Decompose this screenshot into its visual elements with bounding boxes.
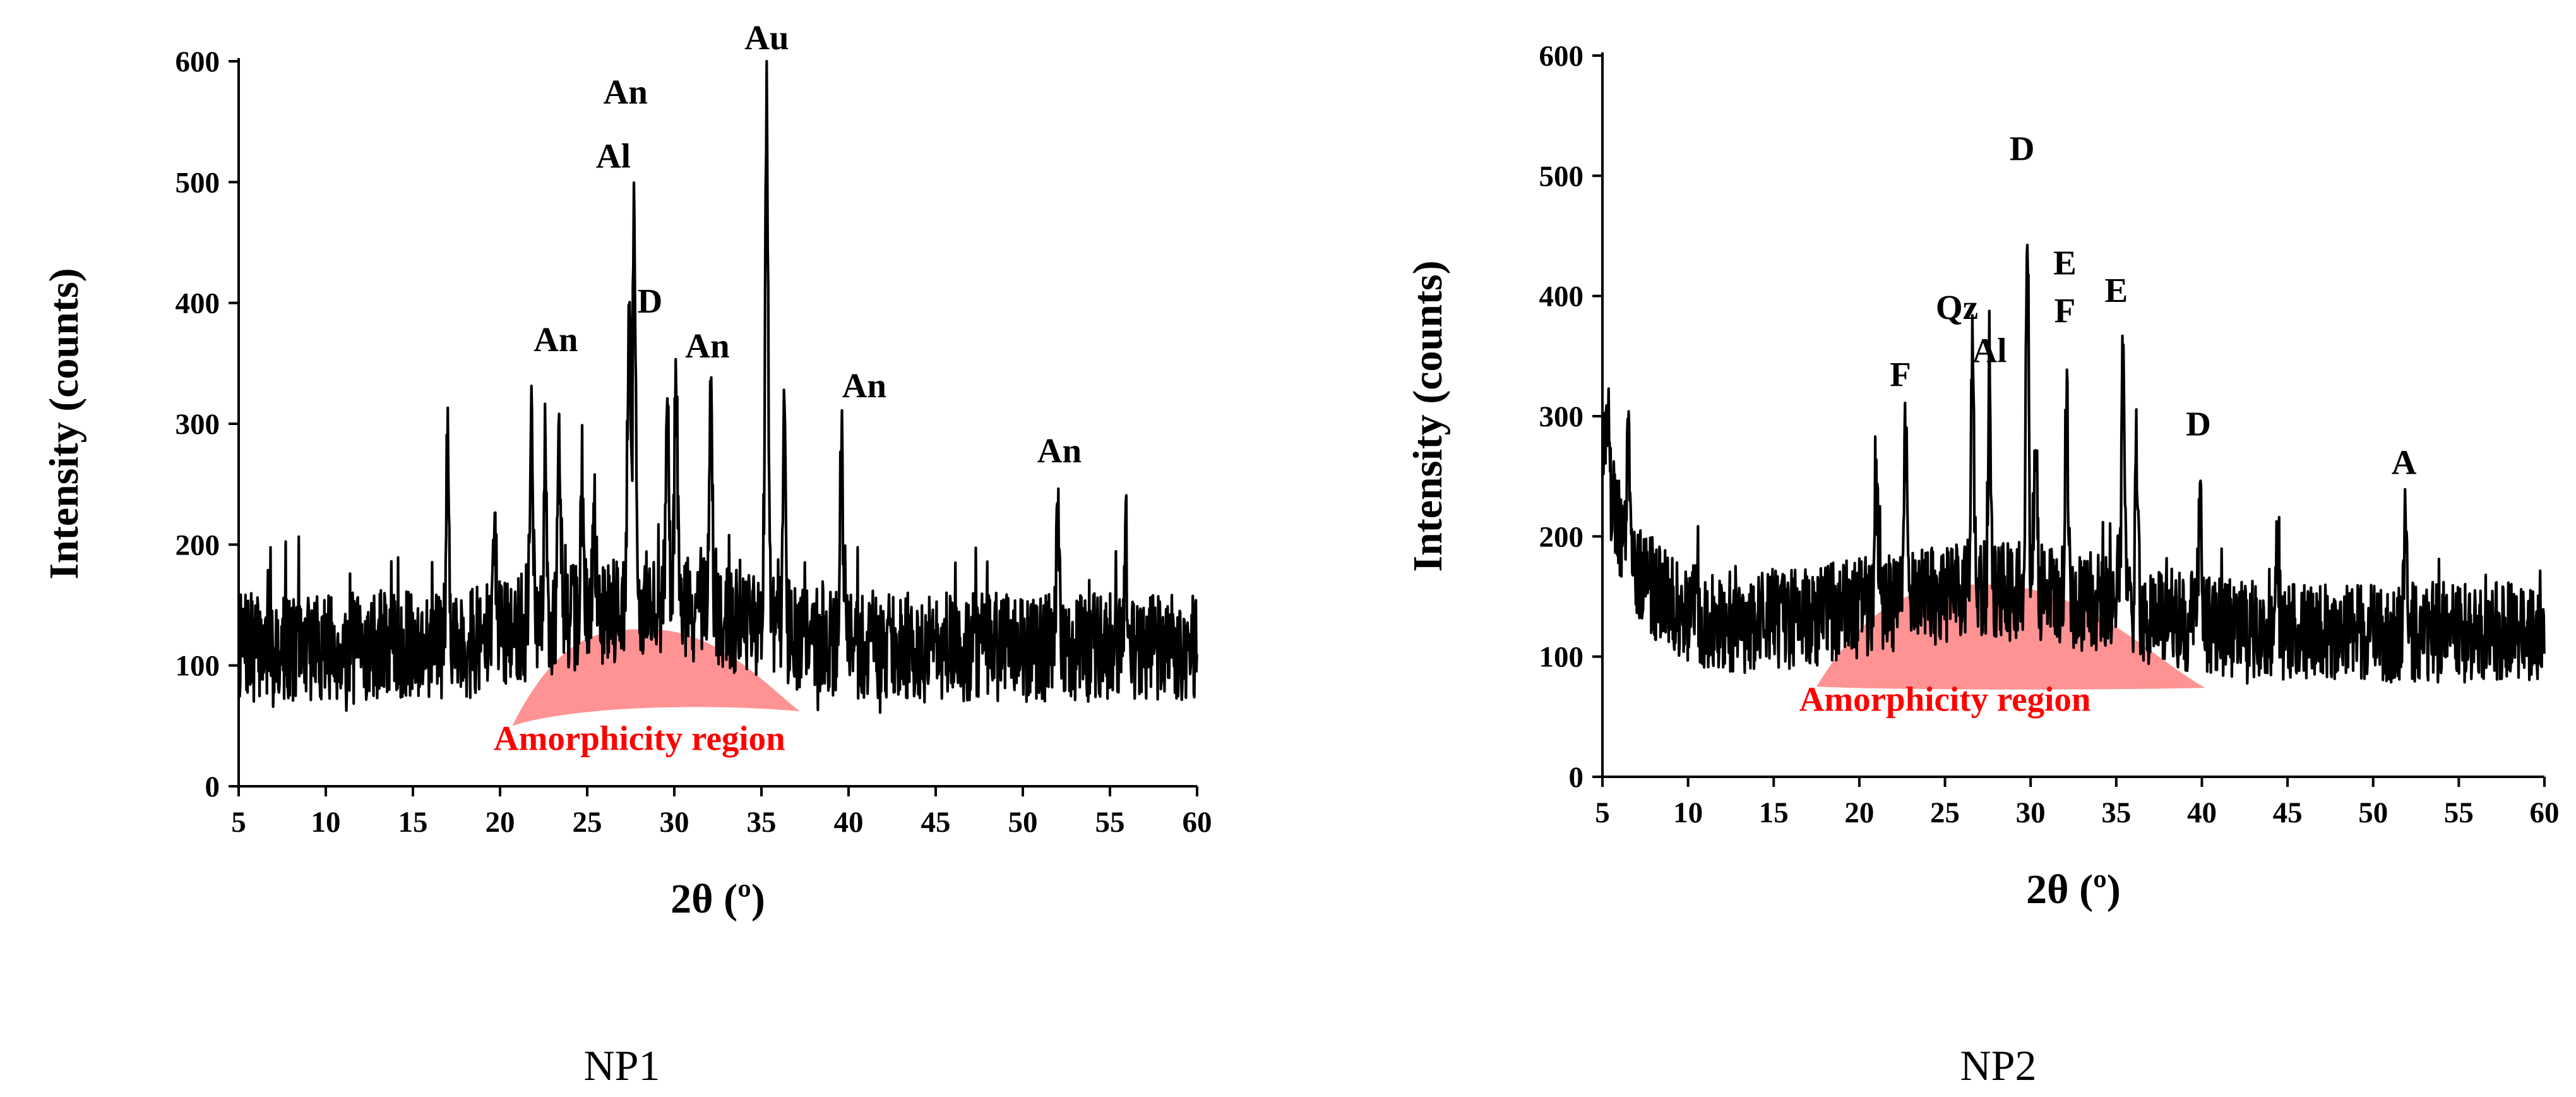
x-tick-label: 5	[1595, 796, 1610, 829]
chart-panel-np1: 0 100 200 300 400 500 600 5 10 15 20 25 30 35 40 45 50 55…	[41, 18, 1212, 1089]
peak-label: An	[685, 327, 729, 365]
x-tick-label: 30	[660, 806, 689, 839]
x-tick-label: 60	[1183, 806, 1212, 839]
y-tick-label: 600	[1539, 40, 1584, 73]
x-tick-label: 50	[2358, 796, 2388, 829]
y-tick-label: 0	[205, 770, 220, 803]
panel-caption: NP1	[584, 1041, 660, 1089]
amorphicity-region-label: Amorphicity region	[1799, 680, 2091, 718]
peak-label: An	[842, 366, 886, 405]
y-tick-label: 300	[1539, 400, 1584, 433]
peak-label: E	[2104, 271, 2128, 309]
y-tick-label: 100	[1539, 641, 1584, 674]
diffraction-trace	[1601, 243, 2546, 685]
y-axis-title: Intensity (counts)	[41, 268, 87, 579]
peak-label: D	[2010, 129, 2035, 168]
x-tick-label: 40	[834, 806, 864, 839]
x-tick-label: 35	[747, 806, 777, 839]
y-tick-label: 0	[1569, 761, 1584, 794]
peak-label: An	[1037, 431, 1082, 470]
x-axis-title: 2θ (º)	[671, 876, 765, 922]
y-tick-label: 600	[176, 45, 220, 78]
amorphicity-region-label: Amorphicity region	[494, 719, 785, 758]
x-tick-label: 10	[311, 806, 341, 839]
y-tick-label: 100	[176, 650, 220, 683]
peak-label: Qz	[1936, 288, 1978, 327]
peak-label: Al	[1972, 331, 2007, 369]
y-tick-label: 200	[176, 529, 220, 561]
panel-caption: NP2	[1960, 1041, 2037, 1089]
x-tick-label: 25	[1930, 796, 1960, 829]
x-tick-label: 20	[486, 806, 515, 839]
y-tick-label: 500	[176, 166, 220, 199]
x-tick-label: 60	[2530, 796, 2560, 829]
peak-label: F	[2054, 292, 2076, 330]
chart-panel-np2: 0 100 200 300 400 500 600 5 10 15 20 25 30 35 40 45 50 55…	[1405, 40, 2560, 1089]
peak-label: An	[534, 320, 578, 359]
x-tick-label: 20	[1844, 796, 1874, 829]
x-axis-title: 2θ (º)	[2026, 866, 2121, 913]
diffraction-trace	[237, 59, 1198, 714]
y-axis-title: Intensity (counts)	[1405, 260, 1451, 572]
amorphicity-region	[512, 629, 800, 726]
x-tick-label: 15	[1759, 796, 1789, 829]
y-tick-label: 400	[176, 287, 220, 320]
x-tick-label: 10	[1673, 796, 1703, 829]
x-tick-label: 15	[398, 806, 428, 839]
y-tick-label: 200	[1539, 520, 1584, 553]
x-tick-label: 5	[231, 806, 246, 839]
x-tick-label: 45	[2273, 796, 2303, 829]
x-tick-label: 45	[921, 806, 951, 839]
peak-label: F	[1890, 355, 1911, 393]
peak-label: D	[637, 282, 662, 320]
peak-label: A	[2392, 443, 2417, 481]
peak-label: Au	[744, 18, 789, 57]
y-tick-label: 400	[1539, 280, 1584, 313]
y-tick-label: 500	[1539, 160, 1584, 193]
peak-label: Al	[596, 136, 631, 175]
x-tick-label: 55	[2444, 796, 2474, 829]
x-tick-label: 25	[573, 806, 602, 839]
x-tick-label: 40	[2187, 796, 2217, 829]
x-tick-label: 30	[2016, 796, 2046, 829]
x-tick-label: 55	[1095, 806, 1125, 839]
x-tick-label: 35	[2101, 796, 2131, 829]
peak-label: An	[604, 73, 648, 111]
peak-label: E	[2053, 243, 2077, 282]
peak-label: D	[2186, 404, 2211, 443]
y-tick-label: 300	[176, 408, 220, 441]
x-tick-label: 50	[1008, 806, 1038, 839]
